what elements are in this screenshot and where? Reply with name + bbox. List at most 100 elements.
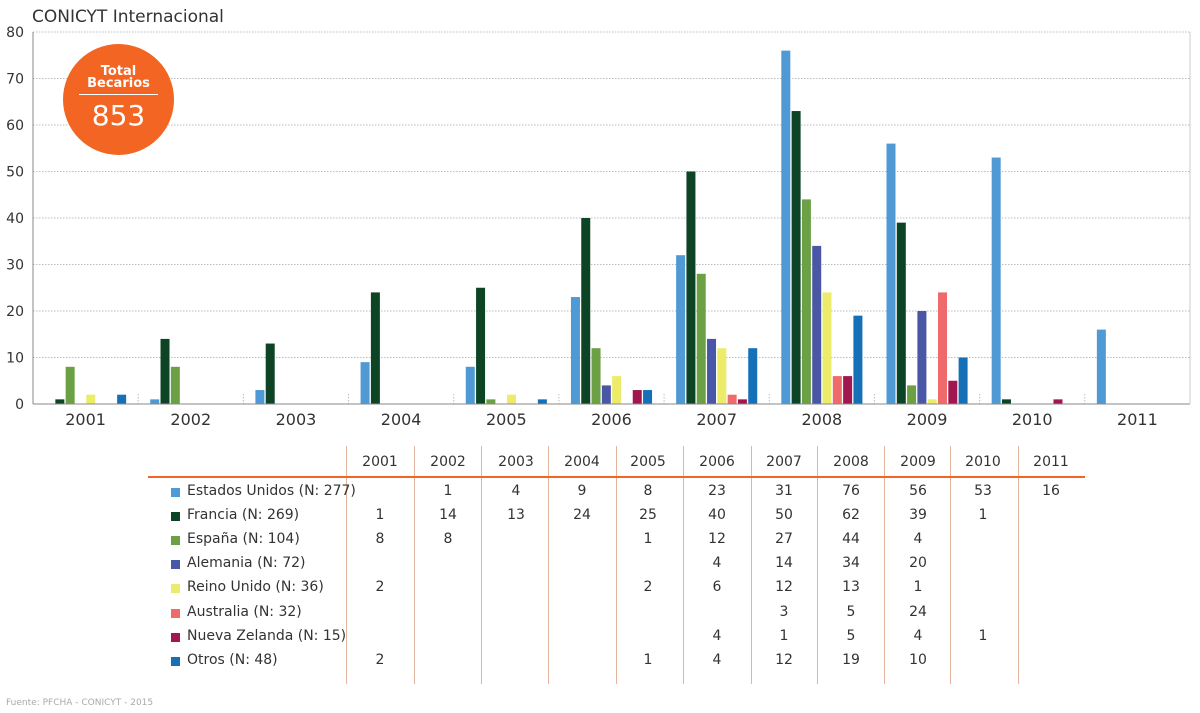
table-cell: 4 [712,628,722,644]
badge-value: 853 [91,99,146,132]
bar-estados-unidos-2009 [886,143,896,404]
x-tick-label: 2011 [1117,410,1158,429]
total-becarios-badge: Total Becarios 853 [63,44,174,155]
bar-francia-2010 [1001,399,1011,404]
legend-swatch [171,657,180,666]
table-cell: 62 [842,507,860,523]
table-cell: 4 [913,628,923,644]
legend-swatch [171,609,180,618]
legend-swatch [171,633,180,642]
table-header-2009: 2009 [900,454,936,470]
table-cell: 56 [909,483,927,499]
y-tick-label: 50 [6,165,24,181]
y-tick-label: 80 [6,25,24,41]
table-cell: 24 [909,604,927,620]
table-cell: 12 [775,652,793,668]
bar-estados-unidos-2006 [570,297,580,404]
table-row-label: Australia (N: 32) [187,604,302,620]
bar-nueva-zelanda-2009 [948,380,958,404]
bar-reino-unido-2006 [612,376,622,404]
bar-nueva-zelanda-2010 [1053,399,1063,404]
table-cell: 13 [842,579,860,595]
table-cell: 1 [779,628,789,644]
badge-label-line1: Total [100,64,137,79]
table-header-2005: 2005 [630,454,666,470]
table-cell: 4 [712,652,722,668]
bar-francia-2008 [791,111,801,405]
y-tick-label: 20 [6,304,24,320]
table-cell: 40 [708,507,726,523]
table-column-divider [683,446,684,684]
table-cell: 4 [913,531,923,547]
y-tick-label: 10 [6,351,24,367]
bar-estados-unidos-2003 [255,390,265,404]
table-cell: 8 [643,483,653,499]
bar-españa-2007 [696,273,706,404]
bar-nueva-zelanda-2008 [843,376,853,404]
y-tick-label: 0 [15,397,24,413]
bar-españa-2006 [591,348,601,404]
table-cell: 9 [577,483,587,499]
table-cell: 1 [978,507,988,523]
table-cell: 1 [375,507,385,523]
bar-otros-2005 [537,399,547,404]
bar-reino-unido-2007 [717,348,727,404]
table-cell: 39 [909,507,927,523]
table-cell: 6 [712,579,722,595]
table-cell: 14 [775,555,793,571]
table-cell: 5 [846,604,856,620]
table-column-divider [481,446,482,684]
x-tick-label: 2010 [1012,410,1053,429]
bar-francia-2003 [265,343,275,404]
bar-nueva-zelanda-2007 [737,399,747,404]
bar-estados-unidos-2007 [676,255,686,404]
table-column-divider [817,446,818,684]
table-cell: 23 [708,483,726,499]
table-column-divider [1018,446,1019,684]
chart-bars [55,50,1106,405]
legend-swatch [171,584,180,593]
table-cell: 19 [842,652,860,668]
table-column-divider [950,446,951,684]
table-row-label: Estados Unidos (N: 277) [187,483,356,499]
table-header-rule [148,476,1085,478]
bar-españa-2001 [65,366,75,404]
table-cell: 24 [573,507,591,523]
table-cell: 2 [643,579,653,595]
table-cell: 1 [913,579,923,595]
table-header-2003: 2003 [498,454,534,470]
bar-alemania-2008 [812,245,822,404]
bar-otros-2009 [958,357,968,404]
table-cell: 2 [375,652,385,668]
bar-francia-2005 [476,287,486,404]
bar-reino-unido-2008 [822,292,832,404]
bar-españa-2009 [907,385,917,404]
table-cell: 1 [643,652,653,668]
page-title: CONICYT Internacional [32,7,224,27]
table-cell: 1 [443,483,453,499]
table-header-2011: 2011 [1033,454,1069,470]
table-row-label: Otros (N: 48) [187,652,278,668]
y-tick-label: 70 [6,72,24,88]
x-tick-label: 2004 [381,410,422,429]
source-note: Fuente: PFCHA - CONICYT - 2015 [6,698,154,708]
y-tick-label: 40 [6,211,24,227]
y-tick-label: 60 [6,118,24,134]
bar-estados-unidos-2010 [991,157,1001,404]
table-cell: 50 [775,507,793,523]
bar-australia-2009 [937,292,947,404]
bar-estados-unidos-2008 [781,50,791,404]
table-cell: 25 [639,507,657,523]
table-column-divider [616,446,617,684]
table-row-label: Francia (N: 269) [187,507,300,523]
legend-swatch [171,560,180,569]
table-cell: 8 [375,531,385,547]
table-cell: 31 [775,483,793,499]
bar-australia-2008 [832,376,842,404]
table-cell: 4 [712,555,722,571]
bar-otros-2008 [853,315,863,404]
legend-swatch [171,488,180,497]
table-cell: 3 [779,604,789,620]
bar-españa-2005 [486,399,496,404]
